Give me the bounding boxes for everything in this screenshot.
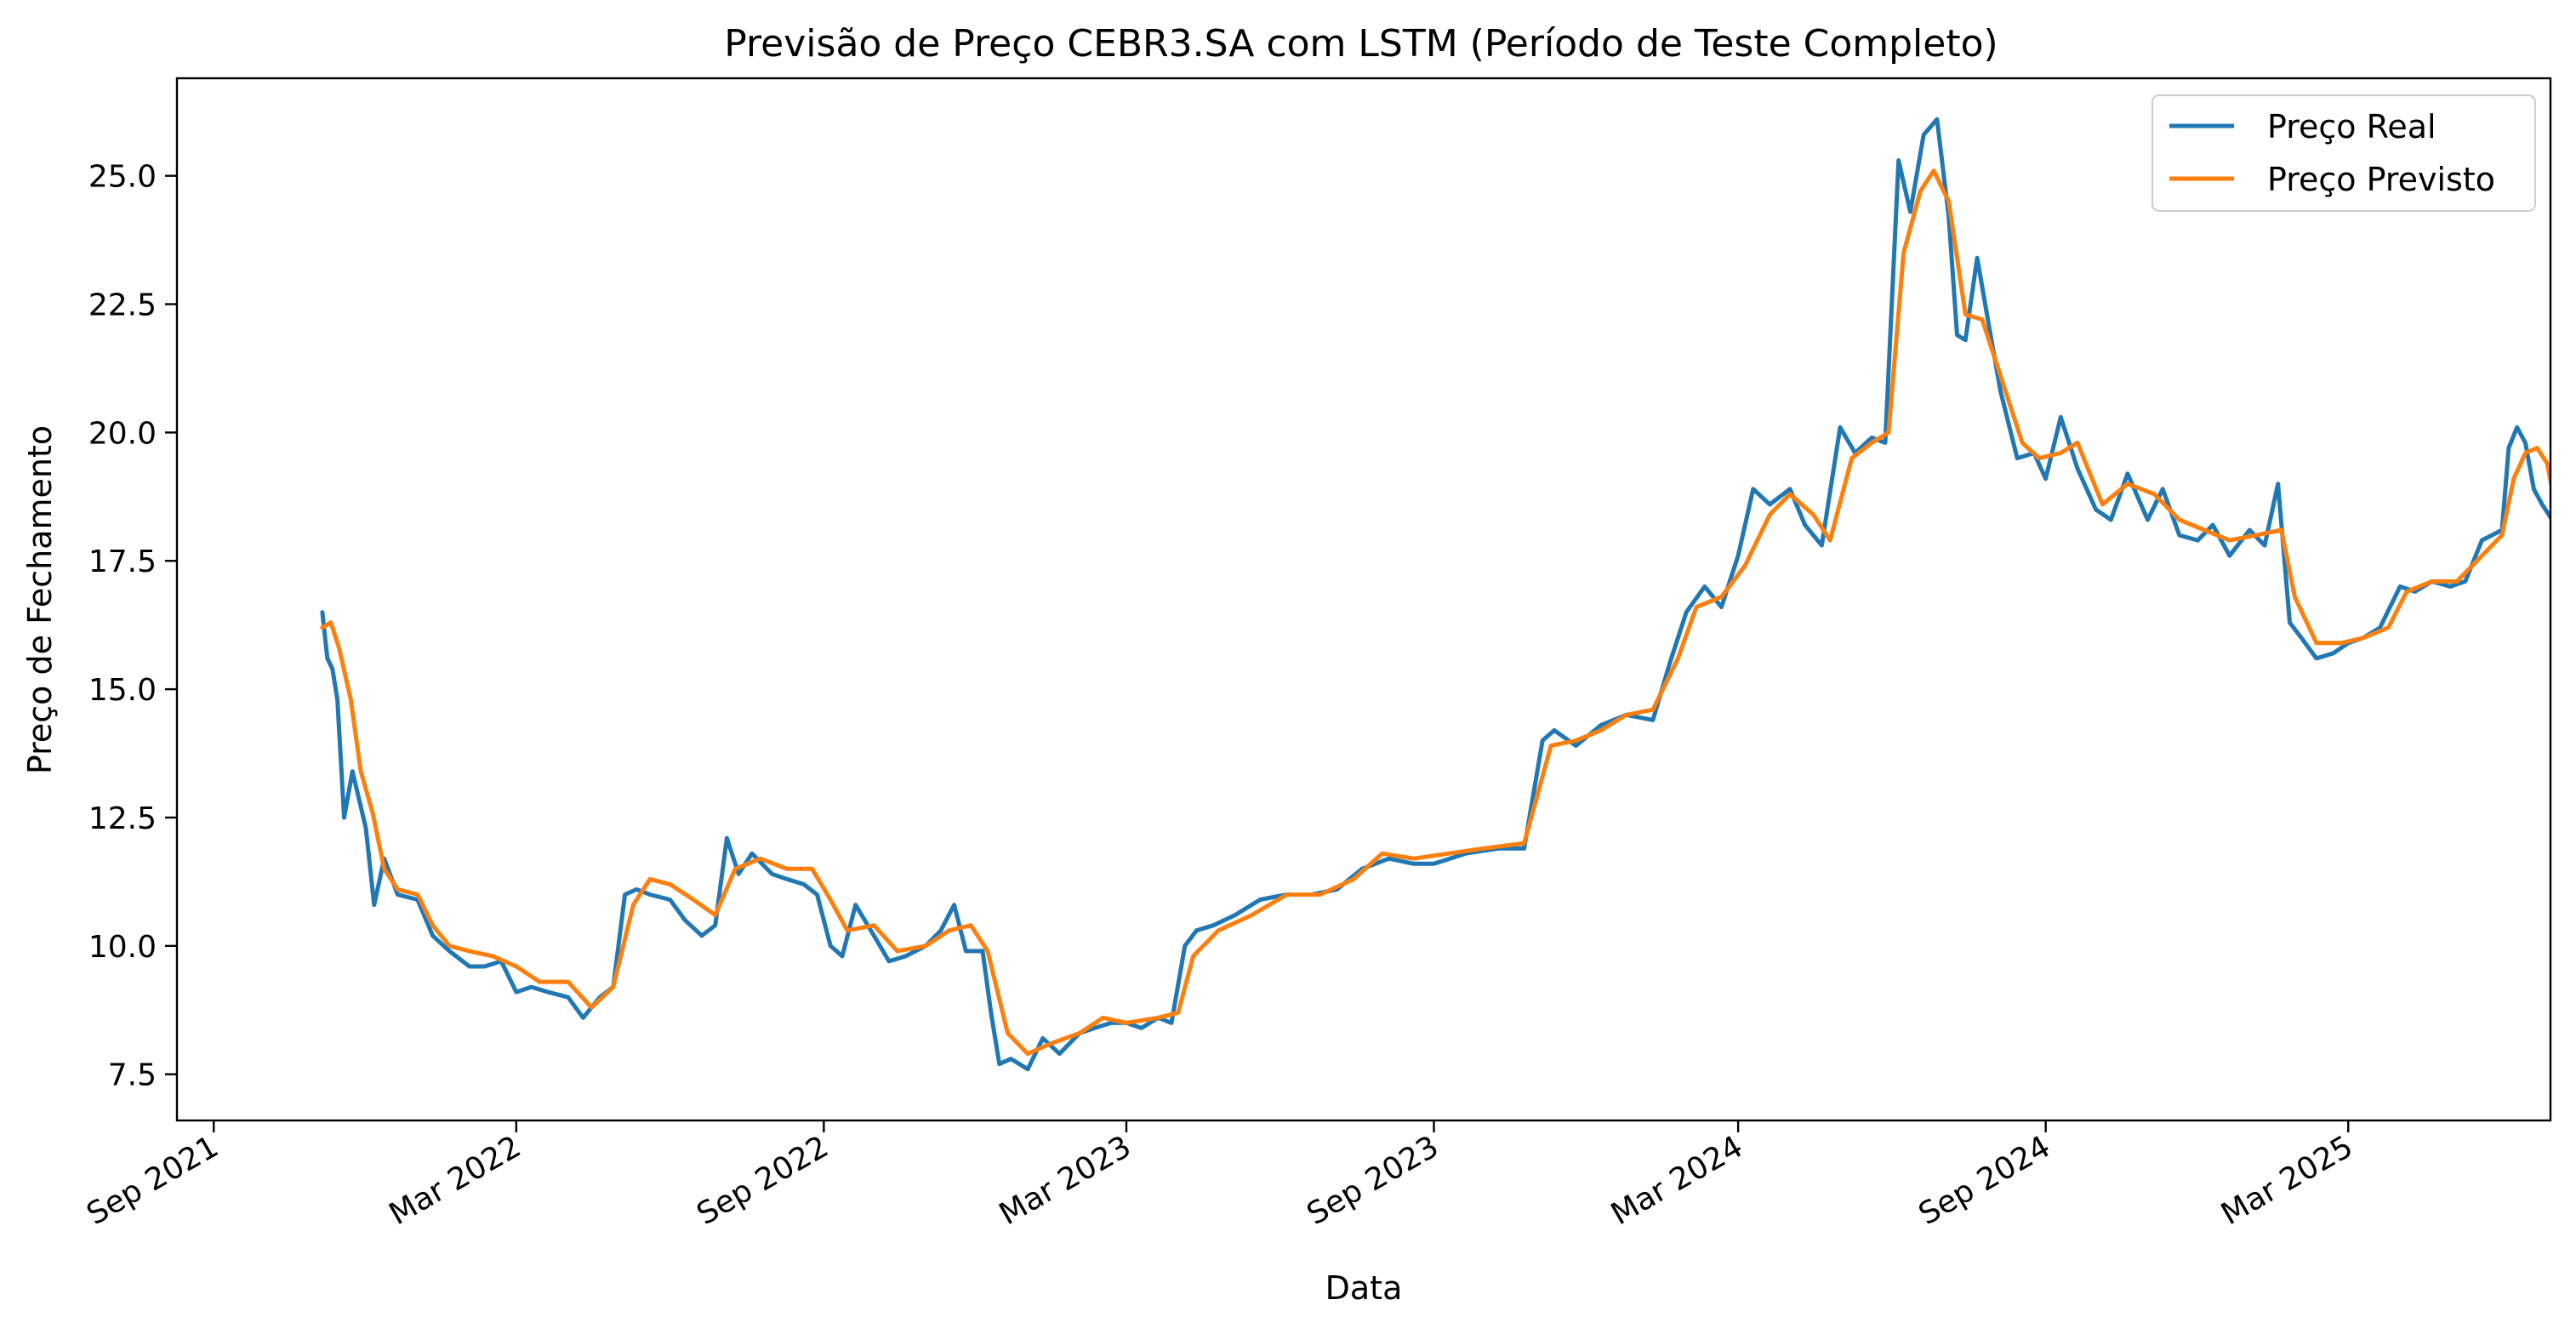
legend: Preço Real Preço Previsto xyxy=(2151,94,2536,212)
y-tick-label: 15.0 xyxy=(88,673,157,708)
y-tick-label: 12.5 xyxy=(88,801,157,836)
y-tick-label: 10.0 xyxy=(88,930,157,965)
axes-frame xyxy=(175,77,2552,1122)
y-tick-label: 20.0 xyxy=(88,416,157,451)
legend-label-real: Preço Real xyxy=(2267,108,2436,145)
y-tick-label: 22.5 xyxy=(88,288,157,323)
y-tick-label: 17.5 xyxy=(88,544,157,579)
legend-label-forecast: Preço Previsto xyxy=(2267,161,2495,198)
legend-frame xyxy=(2151,94,2536,212)
y-axis-label: Preço de Fechamento xyxy=(21,425,59,774)
chart-title: Previsão de Preço CEBR3.SA com LSTM (Per… xyxy=(724,22,1998,66)
y-tick-label: 7.5 xyxy=(108,1058,157,1093)
plot-area xyxy=(320,117,2550,1072)
series-line-1 xyxy=(320,168,2550,1057)
x-axis-label: Data xyxy=(1325,1269,1403,1307)
y-tick-label: 25.0 xyxy=(88,160,157,195)
